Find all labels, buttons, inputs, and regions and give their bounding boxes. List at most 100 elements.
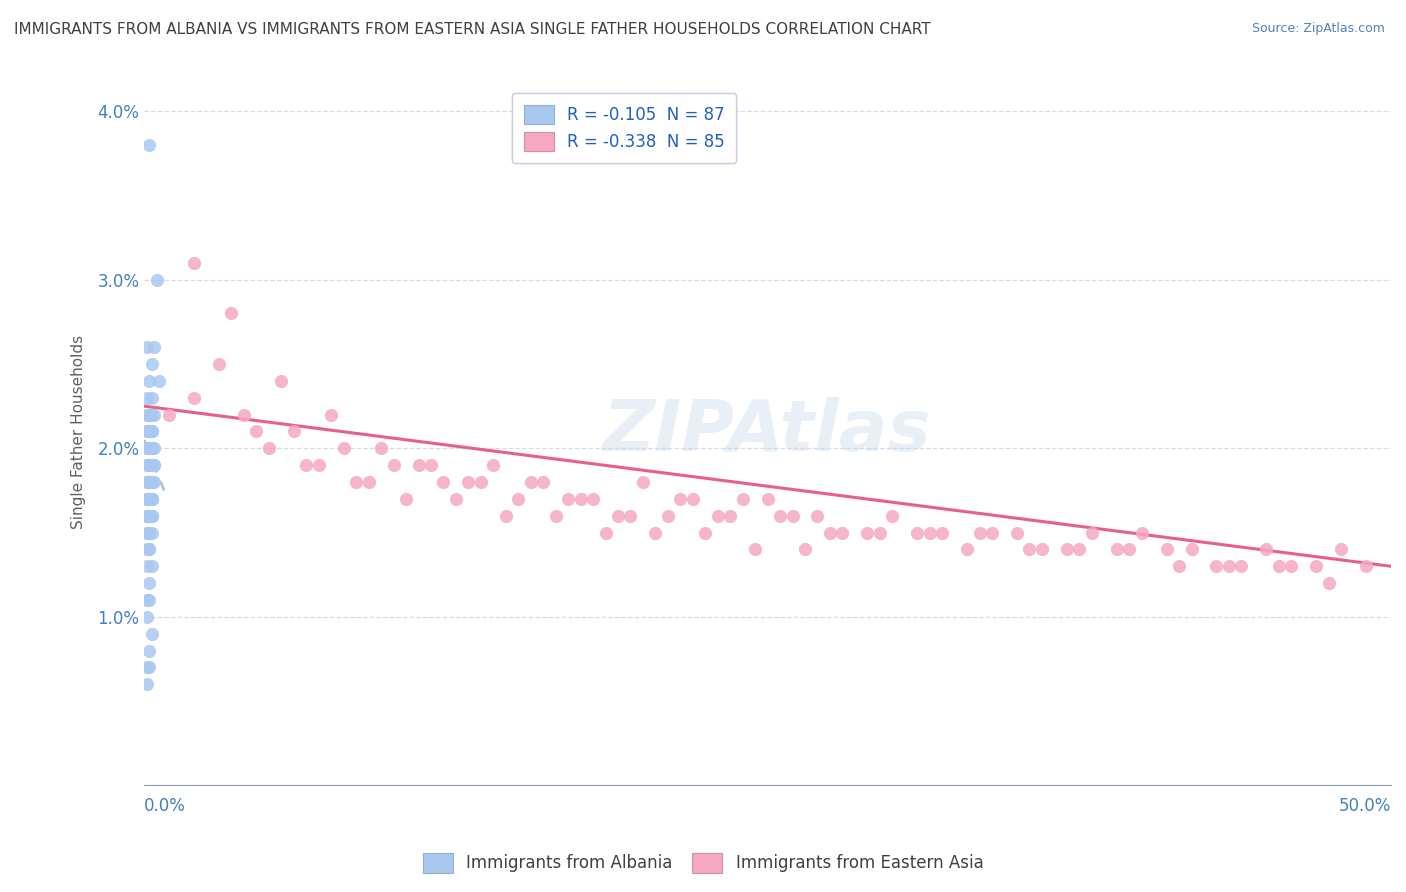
Point	[135, 391, 157, 405]
Point	[141, 425, 163, 439]
Point	[141, 491, 163, 506]
Point	[931, 525, 953, 540]
Point	[141, 475, 163, 489]
Point	[135, 408, 157, 422]
Point	[138, 508, 160, 523]
Point	[270, 374, 292, 388]
Point	[731, 491, 754, 506]
Point	[1330, 542, 1353, 557]
Point	[135, 458, 157, 472]
Point	[141, 475, 163, 489]
Point	[981, 525, 1004, 540]
Point	[135, 677, 157, 691]
Point	[135, 491, 157, 506]
Point	[138, 475, 160, 489]
Point	[138, 442, 160, 456]
Point	[141, 626, 163, 640]
Point	[370, 442, 392, 456]
Point	[141, 442, 163, 456]
Point	[718, 508, 741, 523]
Legend: Immigrants from Albania, Immigrants from Eastern Asia: Immigrants from Albania, Immigrants from…	[416, 847, 990, 880]
Point	[138, 593, 160, 607]
Point	[882, 508, 904, 523]
Point	[143, 442, 166, 456]
Point	[135, 610, 157, 624]
Point	[619, 508, 641, 523]
Point	[557, 491, 579, 506]
Point	[644, 525, 666, 540]
Point	[135, 442, 157, 456]
Point	[141, 442, 163, 456]
Point	[138, 408, 160, 422]
Point	[682, 491, 704, 506]
Point	[569, 491, 592, 506]
Point	[141, 458, 163, 472]
Point	[141, 508, 163, 523]
Point	[135, 508, 157, 523]
Point	[782, 508, 804, 523]
Point	[295, 458, 318, 472]
Point	[1305, 559, 1327, 574]
Point	[135, 660, 157, 674]
Point	[956, 542, 979, 557]
Point	[135, 458, 157, 472]
Point	[869, 525, 891, 540]
Point	[141, 508, 163, 523]
Point	[183, 256, 205, 270]
Point	[135, 525, 157, 540]
Point	[595, 525, 617, 540]
Point	[135, 475, 157, 489]
Point	[143, 458, 166, 472]
Point	[283, 425, 305, 439]
Point	[531, 475, 554, 489]
Point	[457, 475, 479, 489]
Point	[138, 475, 160, 489]
Point	[1005, 525, 1028, 540]
Point	[135, 475, 157, 489]
Point	[143, 408, 166, 422]
Point	[607, 508, 630, 523]
Point	[138, 458, 160, 472]
Point	[138, 425, 160, 439]
Point	[138, 491, 160, 506]
Point	[138, 542, 160, 557]
Point	[444, 491, 467, 506]
Point	[245, 425, 267, 439]
Point	[744, 542, 766, 557]
Point	[1218, 559, 1240, 574]
Point	[141, 391, 163, 405]
Point	[135, 542, 157, 557]
Point	[706, 508, 728, 523]
Point	[1156, 542, 1178, 557]
Point	[138, 491, 160, 506]
Point	[138, 374, 160, 388]
Point	[221, 306, 243, 320]
Point	[1105, 542, 1128, 557]
Point	[1279, 559, 1302, 574]
Point	[138, 475, 160, 489]
Point	[145, 273, 167, 287]
Point	[138, 542, 160, 557]
Point	[420, 458, 443, 472]
Point	[308, 458, 330, 472]
Point	[143, 475, 166, 489]
Legend: R = -0.105  N = 87, R = -0.338  N = 85: R = -0.105 N = 87, R = -0.338 N = 85	[512, 93, 737, 163]
Point	[135, 508, 157, 523]
Point	[969, 525, 991, 540]
Point	[138, 576, 160, 591]
Point	[1069, 542, 1091, 557]
Point	[582, 491, 605, 506]
Point	[135, 425, 157, 439]
Point	[482, 458, 505, 472]
Point	[432, 475, 454, 489]
Point	[138, 408, 160, 422]
Point	[135, 491, 157, 506]
Point	[321, 408, 343, 422]
Point	[138, 643, 160, 657]
Point	[135, 508, 157, 523]
Point	[1118, 542, 1140, 557]
Point	[818, 525, 841, 540]
Point	[544, 508, 567, 523]
Point	[508, 491, 530, 506]
Point	[135, 442, 157, 456]
